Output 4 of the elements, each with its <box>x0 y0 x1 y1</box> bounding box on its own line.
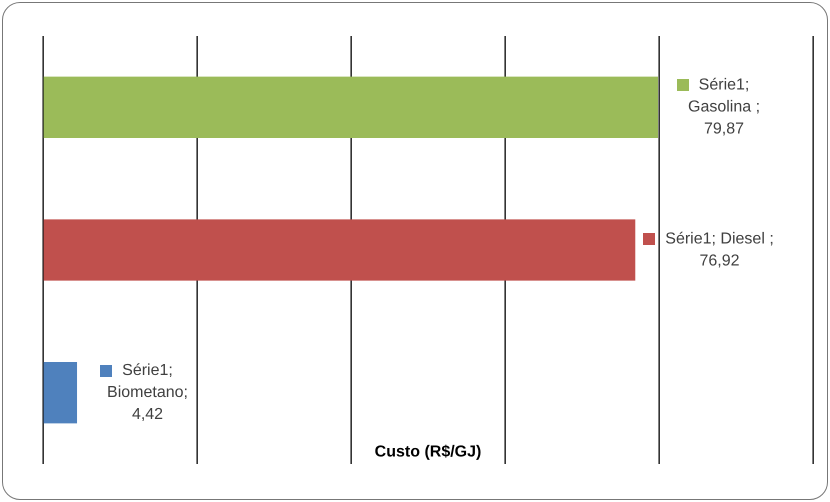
data-label: Série1; Biometano; 4,42 <box>107 362 188 424</box>
x-axis-title: Custo (R$/GJ) <box>374 443 482 460</box>
data-label: Série1; Gasolina ; 79,87 <box>688 76 760 138</box>
data-label: Série1; Diesel ; 76,92 <box>665 230 774 270</box>
